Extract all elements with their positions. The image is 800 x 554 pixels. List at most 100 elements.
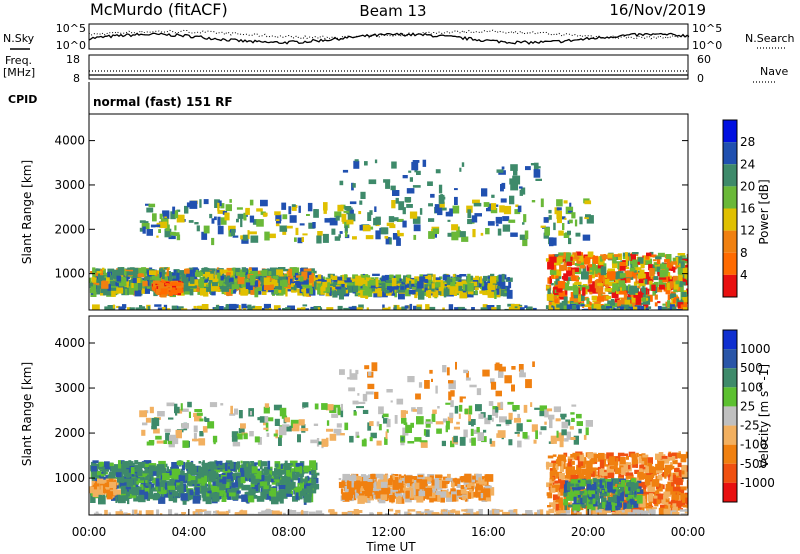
heatmap-cell <box>241 289 249 294</box>
heatmap-cell <box>424 308 428 310</box>
heatmap-cell <box>634 287 640 294</box>
heatmap-cell <box>411 477 418 483</box>
heatmap-cell <box>614 298 620 303</box>
heatmap-cell <box>321 281 328 288</box>
heatmap-cell <box>137 283 143 291</box>
heatmap-cell <box>278 267 286 271</box>
heatmap-cell <box>282 268 290 272</box>
heatmap-cell <box>301 280 309 285</box>
heatmap-cell <box>261 473 268 476</box>
heatmap-cell <box>203 267 210 274</box>
heatmap-cell <box>577 261 581 264</box>
heatmap-cell <box>658 452 664 459</box>
heatmap-cell <box>432 228 439 234</box>
heatmap-cell <box>142 476 149 481</box>
heatmap-cell <box>586 287 590 292</box>
heatmap-cell <box>637 291 643 298</box>
heatmap-cell <box>208 273 214 280</box>
heatmap-cell <box>480 232 484 236</box>
heatmap-cell <box>96 280 104 286</box>
heatmap-cell <box>215 480 219 486</box>
heatmap-cell <box>580 304 585 307</box>
heatmap-cell <box>120 485 126 494</box>
heatmap-cell <box>254 481 257 485</box>
heatmap-cell <box>410 279 416 284</box>
heatmap-cell <box>375 491 381 499</box>
heatmap-cell <box>639 464 645 472</box>
heatmap-cell <box>590 471 595 477</box>
heatmap-cell <box>594 484 601 487</box>
heatmap-cell <box>624 299 631 306</box>
heatmap-cell <box>548 307 554 310</box>
heatmap-cell <box>384 288 388 291</box>
heatmap-cell <box>226 474 233 478</box>
heatmap-cell <box>549 269 557 275</box>
heatmap-cell <box>278 492 287 497</box>
heatmap-cell <box>338 287 346 295</box>
heatmap-cell <box>215 304 220 310</box>
heatmap-cell <box>161 490 167 495</box>
heatmap-cell <box>235 272 241 276</box>
heatmap-cell <box>480 280 484 290</box>
heatmap-cell <box>152 494 159 501</box>
heatmap-cell <box>256 208 263 212</box>
noise-right-tick-bottom: 10^0 <box>692 39 722 52</box>
heatmap-cell <box>456 274 462 278</box>
heatmap-cell <box>133 496 140 502</box>
heatmap-cell <box>491 194 495 198</box>
heatmap-cell <box>236 490 241 494</box>
heatmap-cell <box>595 265 602 274</box>
heatmap-cell <box>396 481 404 488</box>
heatmap-cell <box>475 473 482 481</box>
heatmap-cell <box>611 487 618 492</box>
heatmap-cell <box>600 497 607 505</box>
heatmap-cell <box>384 485 391 494</box>
heatmap-cell <box>227 275 231 279</box>
heatmap-cell <box>685 292 688 299</box>
heatmap-cell <box>222 469 231 473</box>
heatmap-cell <box>414 168 418 173</box>
heatmap-cell <box>651 466 655 473</box>
heatmap-cell <box>634 469 640 474</box>
heatmap-cell <box>410 490 414 499</box>
heatmap-cell <box>118 467 124 477</box>
heatmap-cell <box>388 306 391 310</box>
heatmap-cell <box>425 487 432 497</box>
heatmap-cell <box>230 228 236 236</box>
heatmap-cell <box>555 275 559 279</box>
heatmap-cell <box>323 202 328 211</box>
heatmap-cell <box>301 479 308 486</box>
heatmap-cell <box>276 221 282 224</box>
heatmap-cell <box>682 504 688 508</box>
heatmap-cell <box>441 207 447 211</box>
heatmap-cell <box>621 467 626 476</box>
heatmap-cell <box>141 306 146 310</box>
heatmap-cell <box>165 283 170 286</box>
heatmap-cell <box>675 257 679 266</box>
heatmap-cell <box>579 216 583 225</box>
heatmap-cell <box>416 493 424 503</box>
heatmap-cell <box>287 475 292 479</box>
heatmap-cell <box>417 473 425 482</box>
heatmap-cell <box>159 221 168 229</box>
heatmap-cell <box>357 495 365 504</box>
heatmap-cell <box>337 305 343 310</box>
heatmap-cell <box>231 482 239 488</box>
heatmap-cell <box>487 203 494 211</box>
heatmap-cell <box>469 275 473 280</box>
heatmap-cell <box>166 466 169 472</box>
heatmap-cell <box>108 491 116 497</box>
heatmap-cell <box>644 476 651 486</box>
heatmap-cell <box>119 464 127 470</box>
heatmap-cell <box>555 504 559 511</box>
heatmap-cell <box>680 255 686 258</box>
heatmap-cell <box>584 458 587 465</box>
heatmap-cell <box>530 163 535 166</box>
heatmap-cell <box>311 478 317 484</box>
heatmap-cell <box>261 461 266 465</box>
heatmap-cell <box>193 305 197 310</box>
heatmap-cell <box>679 486 687 491</box>
heatmap-cell <box>684 492 688 496</box>
cpid-text: normal (fast) 151 RF <box>93 95 233 109</box>
heatmap-cell <box>288 472 294 476</box>
